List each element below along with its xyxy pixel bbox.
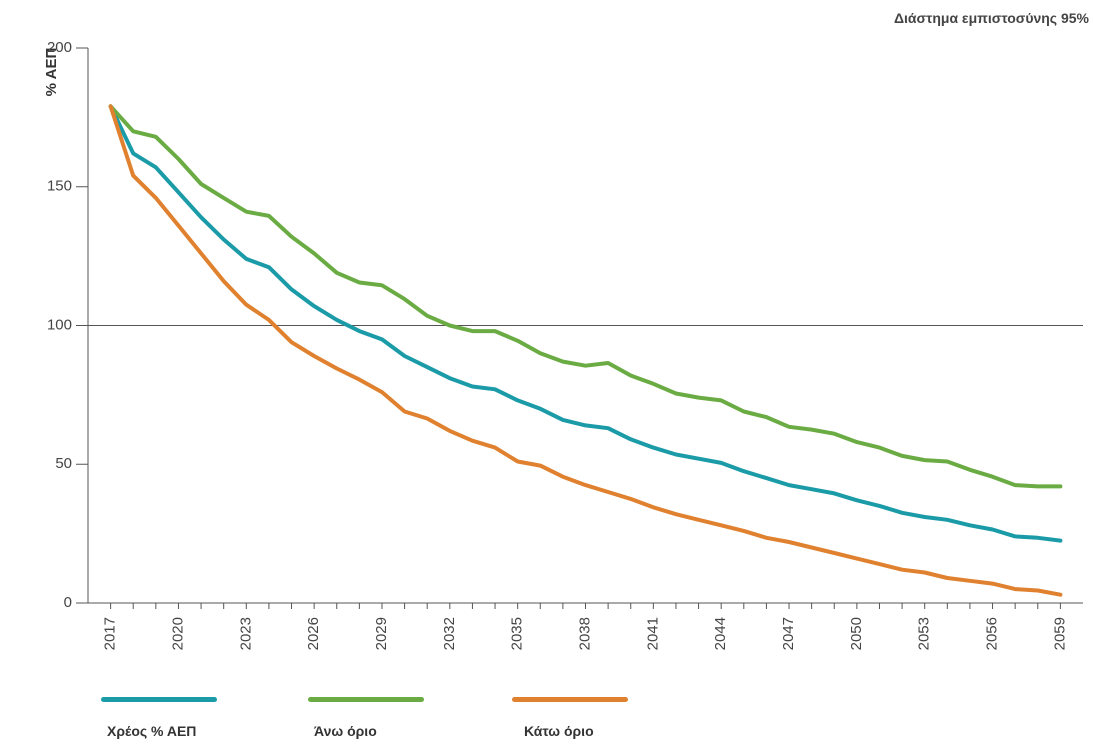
legend-item-upper: Άνω όριο	[308, 690, 424, 739]
series-line-debt	[108, 104, 1063, 543]
x-tick-label: 2050	[848, 617, 865, 650]
series-line-lower	[108, 104, 1063, 597]
x-tick-label: 2032	[441, 617, 458, 650]
x-tick-label: 2035	[509, 617, 526, 650]
legend-swatch-debt	[101, 697, 217, 702]
y-tick-label: 50	[55, 455, 72, 472]
chart-subtitle: Διάστημα εμπιστοσύνης 95%	[893, 10, 1089, 26]
legend-label-debt: Χρέος % ΑΕΠ	[107, 723, 197, 739]
chart-series	[108, 104, 1063, 597]
x-tick-label: 2056	[984, 617, 1001, 650]
x-tick-label: 2059	[1051, 617, 1068, 650]
x-tick-label: 2044	[712, 617, 729, 650]
line-chart: % ΑΕΠ 0 50 100 150 200 2017 2020 2023 2026 2029 20…	[43, 39, 1083, 650]
y-tick-label: 100	[47, 316, 72, 333]
x-tick-label: 2047	[780, 617, 797, 650]
chart-legend: Χρέος % ΑΕΠ Άνω όριο Κάτω όριο	[0, 690, 1093, 747]
legend-swatch-upper	[308, 697, 424, 702]
chart-axes: 0 50 100 150 200 2017 2020 2023 2026 2029 2032 2035…	[47, 39, 1083, 650]
y-tick-label: 0	[64, 594, 72, 611]
x-tick-label: 2029	[373, 617, 390, 650]
legend-label-upper: Άνω όριο	[314, 723, 377, 739]
x-tick-label: 2020	[169, 617, 186, 650]
y-axis-label: % ΑΕΠ	[43, 48, 60, 97]
legend-item-debt: Χρέος % ΑΕΠ	[101, 690, 217, 739]
legend-swatch-lower	[512, 697, 628, 702]
x-tick-label: 2023	[237, 617, 254, 650]
y-tick-label: 150	[47, 178, 72, 195]
y-tick-label: 200	[47, 39, 72, 56]
legend-label-lower: Κάτω όριο	[524, 723, 594, 739]
legend-item-lower: Κάτω όριο	[512, 690, 628, 739]
x-tick-label: 2041	[644, 617, 661, 650]
x-tick-label: 2053	[916, 617, 933, 650]
series-line-upper	[108, 104, 1063, 489]
x-tick-label: 2038	[576, 617, 593, 650]
x-tick-label: 2017	[102, 617, 119, 650]
x-tick-label: 2026	[305, 617, 322, 650]
